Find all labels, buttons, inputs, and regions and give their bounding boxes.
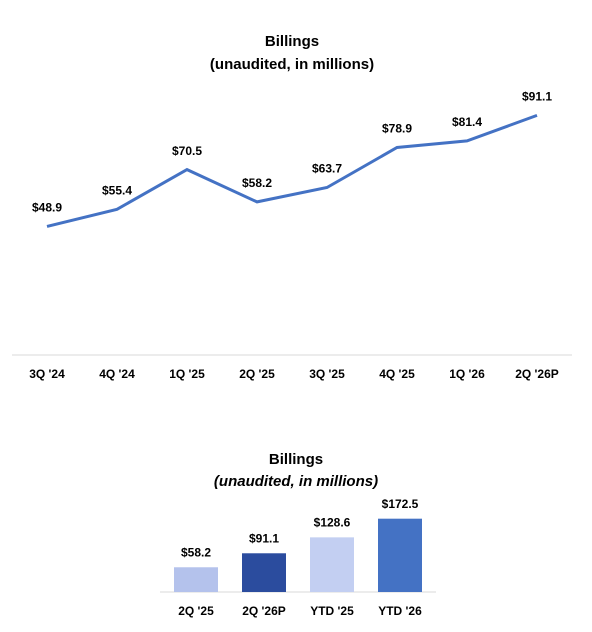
line xyxy=(46,113,538,228)
data-label: $48.9 xyxy=(32,201,62,215)
data-label: $70.5 xyxy=(172,144,202,158)
x-tick-label: YTD '25 xyxy=(310,604,354,618)
data-label: $172.5 xyxy=(382,497,419,511)
x-tick-label: 4Q '25 xyxy=(379,367,415,381)
bar xyxy=(174,567,218,592)
x-tick-label: 2Q '26P xyxy=(515,367,559,381)
data-label: $91.1 xyxy=(249,531,279,545)
data-label: $63.7 xyxy=(312,162,342,176)
bar xyxy=(378,518,422,592)
bar xyxy=(310,537,354,592)
chart-title: Billings xyxy=(269,451,323,468)
x-tick-label: 2Q '26P xyxy=(242,604,286,618)
data-label: $91.1 xyxy=(522,90,552,104)
x-tick-label: 2Q '25 xyxy=(239,367,275,381)
chart-subtitle: (unaudited, in millions) xyxy=(214,473,378,490)
data-label: $78.9 xyxy=(382,122,412,136)
data-label: $55.4 xyxy=(102,183,132,197)
data-label: $58.2 xyxy=(181,545,211,559)
x-tick-label: 1Q '26 xyxy=(449,367,485,381)
data-label: $81.4 xyxy=(452,115,482,129)
x-tick-label: 3Q '25 xyxy=(309,367,345,381)
data-label: $128.6 xyxy=(314,516,351,530)
chart-subtitle: (unaudited, in millions) xyxy=(210,56,374,73)
bar xyxy=(242,553,286,592)
data-label: $58.2 xyxy=(242,176,272,190)
x-tick-label: 2Q '25 xyxy=(178,604,214,618)
x-tick-label: 4Q '24 xyxy=(99,367,135,381)
x-tick-label: YTD '26 xyxy=(378,604,422,618)
x-tick-label: 3Q '24 xyxy=(29,367,65,381)
chart-title: Billings xyxy=(265,33,319,50)
x-tick-label: 1Q '25 xyxy=(169,367,205,381)
